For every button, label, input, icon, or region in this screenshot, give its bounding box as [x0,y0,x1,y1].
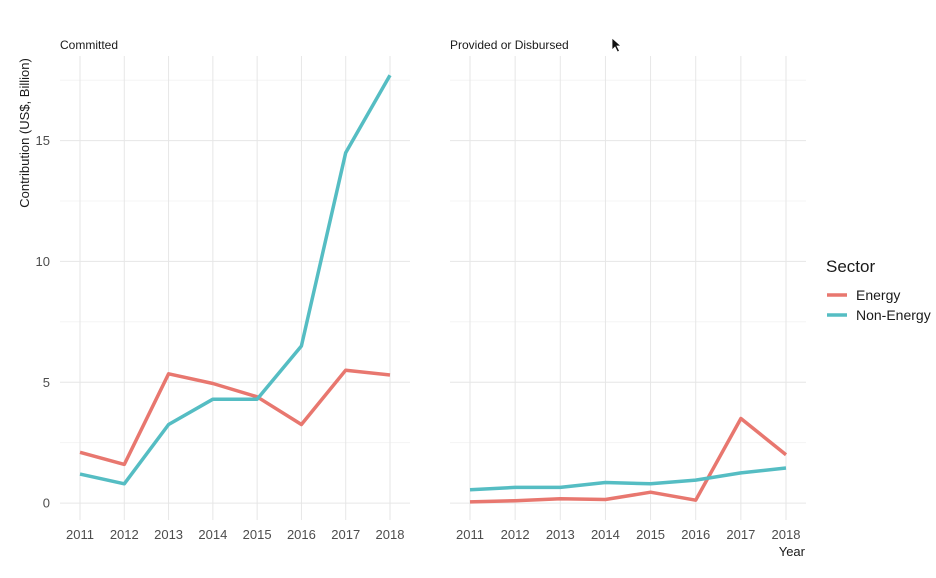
x-tick-label: 2018 [772,527,801,542]
y-axis-title: Contribution (US$, Billion) [17,58,32,208]
x-tick-label: 2012 [501,527,530,542]
x-tick-label: 2016 [287,527,316,542]
legend-title: Sector [826,257,875,276]
series-line-non-energy-panel-2 [469,466,787,492]
x-axis-title: Year [779,544,806,559]
x-tick-label: 2017 [331,527,360,542]
panel-title-2: Provided or Disbursed [450,38,569,52]
series-line-energy-panel-2 [469,416,788,504]
x-tick-label: 2014 [198,527,227,542]
x-tick-label: 2017 [726,527,755,542]
x-tick-label: 2012 [110,527,139,542]
y-tick-label: 0 [43,496,50,511]
y-tick-label: 5 [43,375,50,390]
mouse-cursor-icon [611,37,623,53]
y-tick-label: 15 [36,133,50,148]
x-tick-label: 2015 [243,527,272,542]
x-tick-label: 2011 [66,527,94,542]
series-line-energy-panel-1 [79,368,391,467]
x-tick-label: 2011 [456,527,484,542]
legend-label-non-energy: Non-Energy [856,307,931,323]
x-tick-label: 2016 [681,527,710,542]
panel-title-1: Committed [60,38,118,52]
x-tick-label: 2014 [591,527,620,542]
x-tick-label: 2013 [546,527,575,542]
series-line-non-energy-panel-1 [79,74,392,486]
x-tick-label: 2013 [154,527,183,542]
legend-label-energy: Energy [856,287,900,303]
x-tick-label: 2015 [636,527,665,542]
y-tick-label: 10 [36,254,50,269]
x-tick-label: 2018 [376,527,405,542]
